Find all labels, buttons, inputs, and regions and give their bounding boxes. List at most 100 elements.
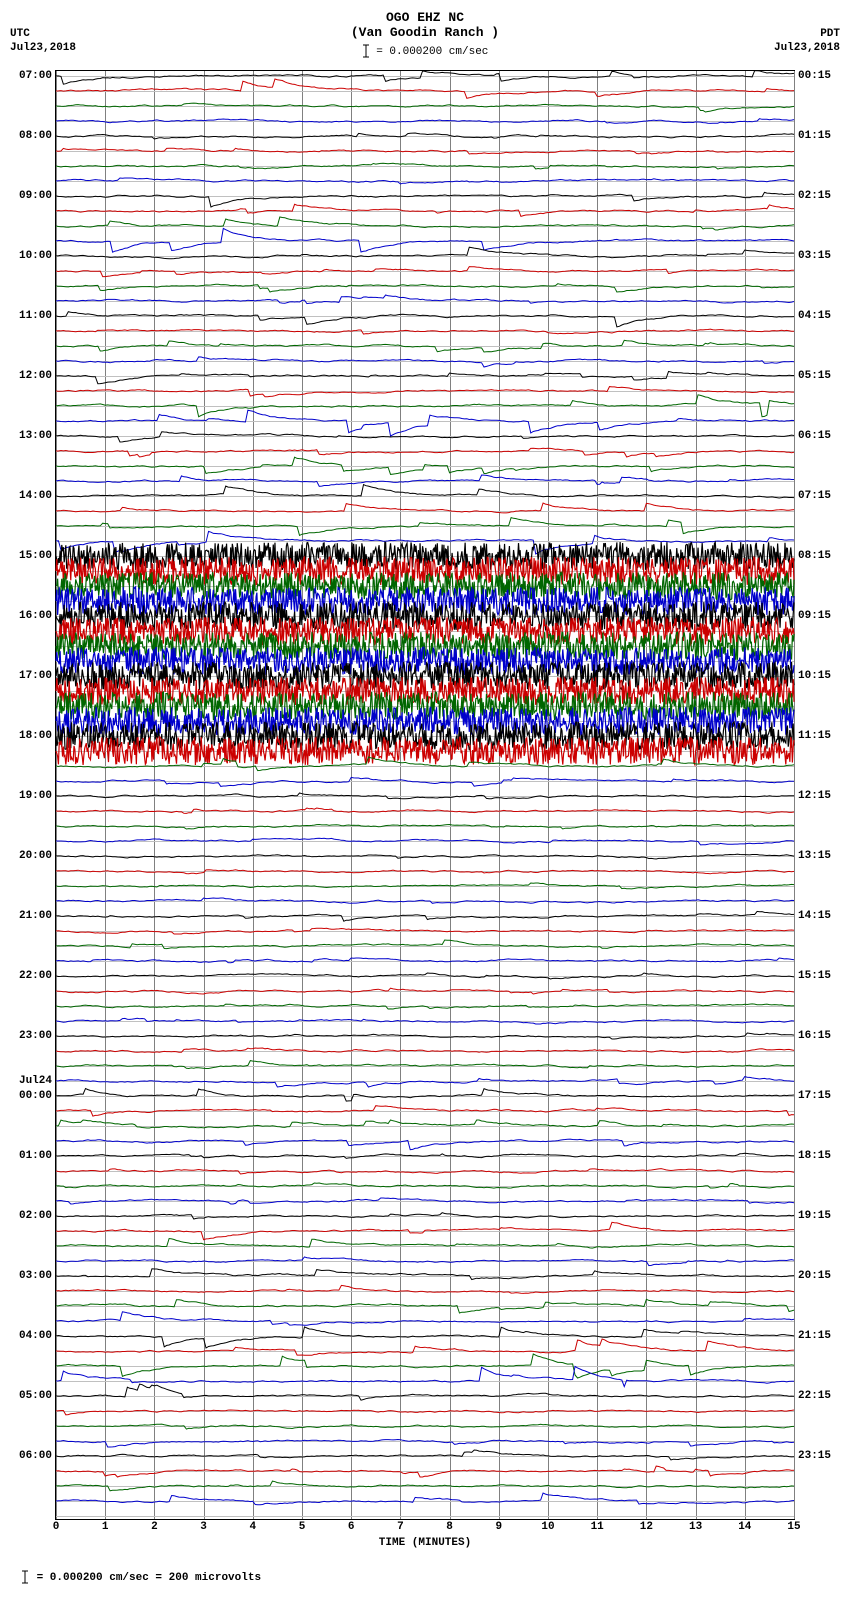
- grid-vertical: [696, 71, 697, 1519]
- grid-horizontal: [56, 286, 794, 287]
- seismogram-plot: TIME (MINUTES) 012345678910111213141507:…: [55, 70, 795, 1520]
- grid-horizontal: [56, 1111, 794, 1112]
- footer-scale: = 0.000200 cm/sec = 200 microvolts: [20, 1570, 840, 1584]
- grid-horizontal: [56, 1291, 794, 1292]
- grid-horizontal: [56, 316, 794, 317]
- grid-horizontal: [56, 1066, 794, 1067]
- pdt-time-label: 23:15: [798, 1450, 831, 1462]
- grid-horizontal: [56, 466, 794, 467]
- grid-horizontal: [56, 871, 794, 872]
- pdt-time-label: 02:15: [798, 190, 831, 202]
- utc-time-label: 09:00: [19, 190, 52, 202]
- utc-time-label: Jul24: [19, 1075, 52, 1087]
- grid-horizontal: [56, 796, 794, 797]
- pdt-time-label: 22:15: [798, 1390, 831, 1402]
- grid-horizontal: [56, 1186, 794, 1187]
- grid-horizontal: [56, 811, 794, 812]
- grid-horizontal: [56, 121, 794, 122]
- grid-horizontal: [56, 496, 794, 497]
- pdt-time-label: 07:15: [798, 490, 831, 502]
- utc-time-label: 02:00: [19, 1210, 52, 1222]
- grid-horizontal: [56, 1261, 794, 1262]
- pdt-time-label: 14:15: [798, 910, 831, 922]
- pdt-time-label: 16:15: [798, 1030, 831, 1042]
- grid-horizontal: [56, 856, 794, 857]
- grid-horizontal: [56, 556, 794, 557]
- grid-horizontal: [56, 1336, 794, 1337]
- grid-vertical: [794, 71, 795, 1519]
- utc-time-label: 19:00: [19, 790, 52, 802]
- grid-horizontal: [56, 1411, 794, 1412]
- x-tick-label: 3: [200, 1521, 207, 1533]
- x-tick-label: 14: [738, 1521, 751, 1533]
- grid-horizontal: [56, 1141, 794, 1142]
- grid-horizontal: [56, 841, 794, 842]
- grid-horizontal: [56, 1486, 794, 1487]
- utc-time-label: 21:00: [19, 910, 52, 922]
- utc-time-label: 14:00: [19, 490, 52, 502]
- grid-horizontal: [56, 706, 794, 707]
- pdt-time-label: 04:15: [798, 310, 831, 322]
- utc-time-label: 23:00: [19, 1030, 52, 1042]
- grid-horizontal: [56, 346, 794, 347]
- grid-vertical: [400, 71, 401, 1519]
- grid-horizontal: [56, 421, 794, 422]
- grid-vertical: [597, 71, 598, 1519]
- grid-horizontal: [56, 1006, 794, 1007]
- grid-horizontal: [56, 511, 794, 512]
- utc-time-label: 10:00: [19, 250, 52, 262]
- grid-horizontal: [56, 886, 794, 887]
- x-tick-label: 1: [102, 1521, 109, 1533]
- chart-header: OGO EHZ NC (Van Goodin Ranch ) = 0.00020…: [10, 10, 840, 70]
- utc-time-label: 05:00: [19, 1390, 52, 1402]
- grid-horizontal: [56, 376, 794, 377]
- utc-time-label: 06:00: [19, 1450, 52, 1462]
- utc-time-label: 20:00: [19, 850, 52, 862]
- grid-horizontal: [56, 1231, 794, 1232]
- grid-horizontal: [56, 196, 794, 197]
- x-tick-label: 13: [689, 1521, 702, 1533]
- pdt-time-label: 01:15: [798, 130, 831, 142]
- grid-horizontal: [56, 256, 794, 257]
- grid-horizontal: [56, 781, 794, 782]
- x-tick-label: 7: [397, 1521, 404, 1533]
- grid-horizontal: [56, 1321, 794, 1322]
- grid-horizontal: [56, 751, 794, 752]
- grid-horizontal: [56, 391, 794, 392]
- grid-vertical: [499, 71, 500, 1519]
- grid-horizontal: [56, 451, 794, 452]
- x-tick-label: 15: [787, 1521, 800, 1533]
- pdt-time-label: 21:15: [798, 1330, 831, 1342]
- utc-date: Jul23,2018: [10, 42, 76, 54]
- grid-horizontal: [56, 616, 794, 617]
- pdt-time-label: 12:15: [798, 790, 831, 802]
- grid-vertical: [105, 71, 106, 1519]
- x-tick-label: 11: [591, 1521, 604, 1533]
- grid-horizontal: [56, 151, 794, 152]
- pdt-time-label: 19:15: [798, 1210, 831, 1222]
- grid-horizontal: [56, 271, 794, 272]
- pdt-time-label: 17:15: [798, 1090, 831, 1102]
- pdt-time-label: 20:15: [798, 1270, 831, 1282]
- utc-time-label: 15:00: [19, 550, 52, 562]
- utc-time-label: 17:00: [19, 670, 52, 682]
- station-name: (Van Goodin Ranch ): [10, 25, 840, 40]
- utc-time-label: 03:00: [19, 1270, 52, 1282]
- pdt-time-label: 11:15: [798, 730, 831, 742]
- pdt-time-label: 06:15: [798, 430, 831, 442]
- pdt-time-label: 05:15: [798, 370, 831, 382]
- grid-vertical: [154, 71, 155, 1519]
- grid-horizontal: [56, 481, 794, 482]
- utc-time-label: 22:00: [19, 970, 52, 982]
- seismogram-container: OGO EHZ NC (Van Goodin Ranch ) = 0.00020…: [0, 0, 850, 1594]
- grid-horizontal: [56, 241, 794, 242]
- grid-horizontal: [56, 946, 794, 947]
- grid-horizontal: [56, 1306, 794, 1307]
- grid-vertical: [351, 71, 352, 1519]
- grid-horizontal: [56, 1246, 794, 1247]
- grid-vertical: [204, 71, 205, 1519]
- grid-horizontal: [56, 991, 794, 992]
- pdt-time-label: 09:15: [798, 610, 831, 622]
- pdt-date: Jul23,2018: [774, 42, 840, 54]
- grid-horizontal: [56, 301, 794, 302]
